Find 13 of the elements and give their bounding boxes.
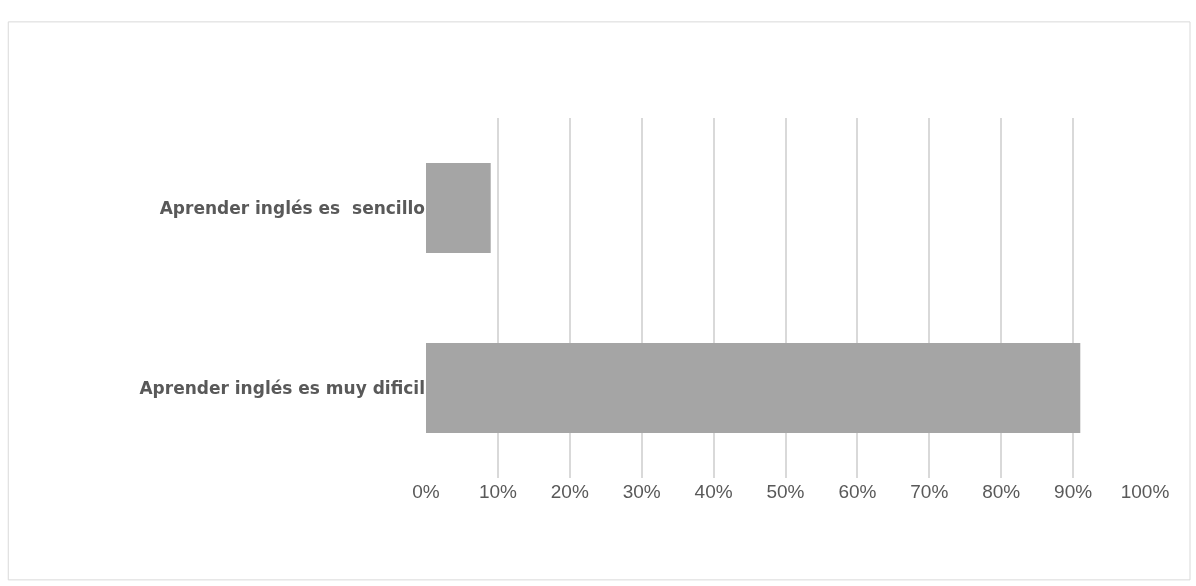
x-tick-label: 90% bbox=[1054, 481, 1093, 502]
y-tick-label: Aprender inglés es muy dificil bbox=[139, 377, 425, 398]
x-tick-label: 40% bbox=[694, 481, 733, 502]
x-tick-label: 0% bbox=[412, 481, 440, 502]
x-tick-label: 50% bbox=[766, 481, 805, 502]
x-tick-label: 80% bbox=[982, 481, 1021, 502]
x-tick-label: 100% bbox=[1120, 481, 1170, 502]
x-tick-label: 30% bbox=[622, 481, 661, 502]
x-tick-label: 10% bbox=[478, 481, 518, 502]
x-tick-label: 70% bbox=[910, 481, 949, 502]
y-tick-label: Aprender inglés es sencillo bbox=[159, 197, 425, 218]
x-tick-label: 20% bbox=[550, 481, 589, 502]
x-tick-label: 60% bbox=[838, 481, 877, 502]
